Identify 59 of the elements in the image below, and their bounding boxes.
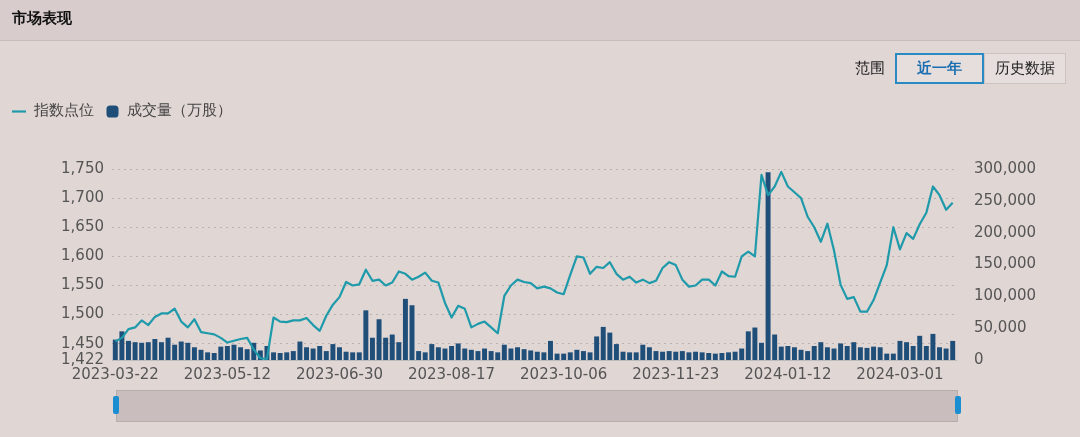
text: 历史数据 xyxy=(984,53,1066,84)
bar xyxy=(337,347,342,360)
y2-tick-label: 0 xyxy=(974,349,984,368)
bar xyxy=(126,340,131,360)
bar xyxy=(515,347,520,360)
bar xyxy=(482,348,488,360)
bar xyxy=(416,351,422,360)
bar xyxy=(271,352,277,360)
bar xyxy=(857,347,863,360)
x-tick-label: 2023-10-06 xyxy=(520,364,608,383)
y2-tick-label: 100,000 xyxy=(974,286,1037,305)
bar xyxy=(838,343,844,360)
bar xyxy=(402,298,408,360)
y2-tick-label: 300,000 xyxy=(974,158,1037,177)
bar xyxy=(693,351,699,360)
bar xyxy=(224,345,230,360)
bar xyxy=(369,337,375,360)
bar xyxy=(937,347,942,360)
bar xyxy=(660,351,666,360)
y-tick-label: 1,450 xyxy=(61,333,104,352)
x-tick-label: 2023-08-17 xyxy=(407,364,496,383)
bar xyxy=(613,344,619,360)
chart-title: 市场表现 xyxy=(12,9,72,28)
y-tick-label: 1,700 xyxy=(61,188,104,207)
bar xyxy=(824,347,830,360)
bar xyxy=(627,352,633,360)
legend-label: 成交量（万股） xyxy=(127,101,232,120)
bar xyxy=(904,342,910,360)
x-tick-label: 2023-11-23 xyxy=(632,364,720,383)
text: 范围 xyxy=(854,58,886,79)
bar xyxy=(238,347,244,360)
bar xyxy=(871,346,877,360)
x-tick-label: 2023-06-30 xyxy=(295,364,384,383)
bar xyxy=(205,352,211,360)
bar xyxy=(759,342,764,360)
bar xyxy=(726,352,731,360)
bar xyxy=(646,347,652,360)
bar xyxy=(158,342,164,360)
text: 近一年 xyxy=(895,53,984,84)
y2-tick-label: 50,000 xyxy=(974,318,1027,337)
bar xyxy=(304,347,309,360)
y-tick-label: 1,750 xyxy=(61,158,104,177)
bar xyxy=(791,347,797,360)
y-tick-label: 1,550 xyxy=(61,275,104,294)
bar xyxy=(548,340,553,360)
y-tick-label: 1,600 xyxy=(61,246,104,265)
bar xyxy=(191,347,197,360)
y2-tick-label: 150,000 xyxy=(974,254,1037,273)
y2-tick-label: 200,000 xyxy=(974,222,1037,241)
x-tick-label: 2024-01-12 xyxy=(744,364,832,383)
legend-label: 指数点位 xyxy=(32,101,94,120)
bar xyxy=(580,351,586,360)
bar xyxy=(449,345,455,360)
bar xyxy=(435,347,441,360)
y2-tick-label: 250,000 xyxy=(974,190,1037,209)
y-tick-label: 1,650 xyxy=(61,217,104,236)
x-tick-label: 2024-03-01 xyxy=(856,364,944,383)
y-tick-label: 1,500 xyxy=(61,304,104,323)
x-tick-label: 2023-05-12 xyxy=(183,364,271,383)
